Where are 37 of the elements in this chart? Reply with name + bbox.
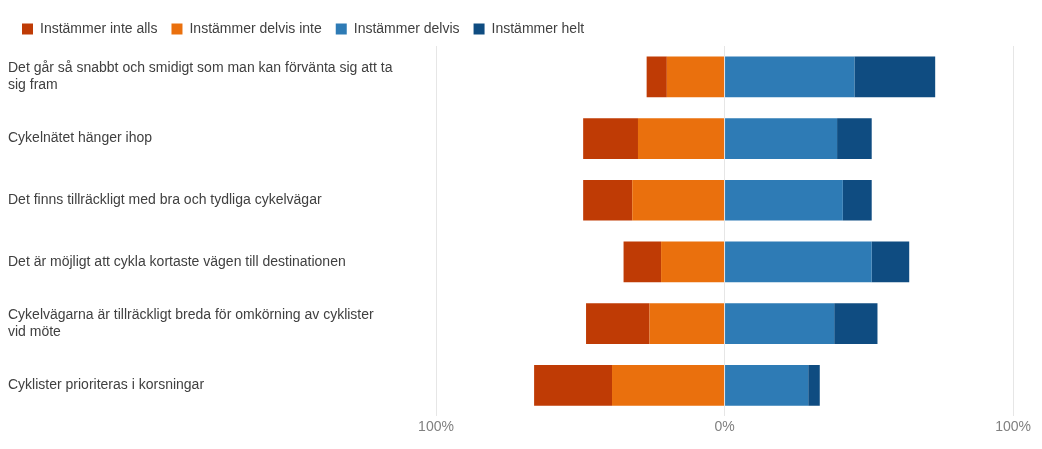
bar	[725, 118, 838, 159]
bar	[637, 118, 725, 159]
legend-label: Instämmer inte alls	[40, 19, 158, 36]
bar	[854, 56, 936, 98]
y-tick-label: Det går så snabbt och smidigt som man kan förvänta sig att ta sig fram	[8, 59, 393, 93]
x-tick-label: 100%	[995, 418, 1031, 435]
bar	[666, 56, 725, 98]
bar	[612, 364, 725, 406]
y-tick-label: Det finns tillräckligt med bra och tydliga cykelvägar	[8, 191, 322, 208]
bar	[725, 56, 855, 98]
bar	[661, 241, 725, 283]
bar	[725, 179, 843, 221]
legend-label: Instämmer delvis inte	[189, 19, 322, 36]
bar	[649, 303, 725, 345]
bar	[583, 179, 633, 221]
bar	[871, 241, 910, 283]
bar	[837, 118, 872, 159]
bar	[646, 56, 667, 98]
x-tick-label: 0%	[714, 418, 735, 435]
y-tick-label: Cykelnätet hänger ihop	[8, 129, 153, 146]
bar	[586, 303, 650, 345]
bar	[725, 241, 872, 283]
legend-label: Instämmer helt	[491, 19, 585, 36]
bar	[842, 179, 872, 221]
bar	[725, 303, 835, 345]
bar	[583, 118, 638, 159]
bar	[725, 364, 809, 406]
bar	[808, 364, 820, 406]
bar	[632, 179, 725, 221]
y-tick-label: Cyklister prioriteras i korsningar	[8, 376, 205, 393]
bar	[623, 241, 662, 283]
y-tick-label: Det är möjligt att cykla kortaste vägen till destinationen	[8, 252, 346, 269]
legend-label: Instämmer delvis	[353, 19, 460, 36]
x-tick-label: 100%	[418, 418, 454, 435]
y-tick-label: Cykelvägarna är tillräckligt breda för omkörning av cyklister vid möte	[8, 306, 375, 339]
bar	[534, 364, 613, 406]
bar	[834, 303, 878, 345]
